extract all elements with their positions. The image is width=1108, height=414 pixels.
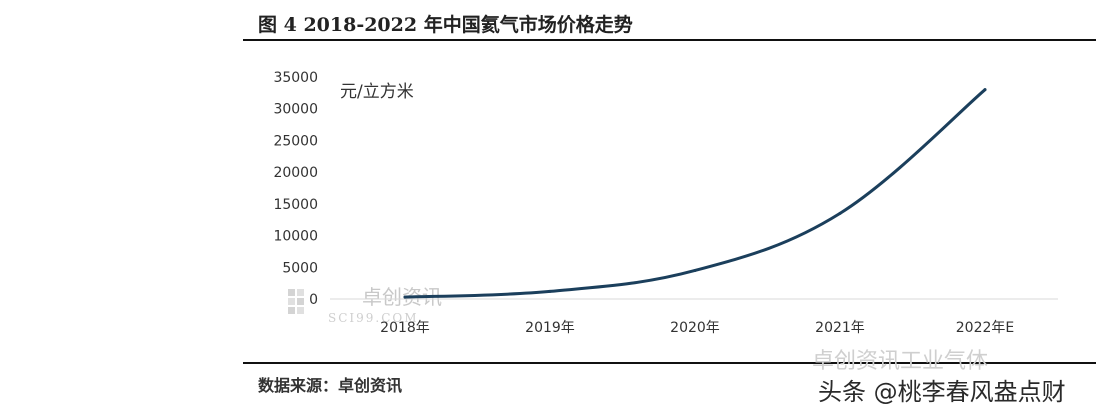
x-tick-label: 2022年E <box>956 320 1014 336</box>
platform-watermark: 头条 @桃李春风盎点财 <box>818 378 1066 406</box>
title-rule <box>243 39 1096 41</box>
x-tick-label: 2018年 <box>380 320 430 336</box>
y-tick-label: 15000 <box>273 197 318 213</box>
y-unit-label: 元/立方米 <box>340 82 414 102</box>
data-point <box>403 295 407 299</box>
logo-square <box>288 307 295 314</box>
data-point <box>838 211 842 215</box>
x-axis-ticks: 2018年 2019年 2020年 2021年 2022年E <box>380 320 1014 336</box>
figure-title: 图 4 2018-2022 年中国氦气市场价格走势 <box>258 14 633 36</box>
x-tick-label: 2021年 <box>815 320 865 336</box>
logo-square <box>297 298 304 305</box>
logo-square <box>288 289 295 296</box>
source-note: 数据来源：卓创资讯 <box>258 376 403 395</box>
series-line <box>403 88 987 299</box>
y-tick-label: 20000 <box>273 165 318 181</box>
y-axis-ticks: 35000 30000 25000 20000 15000 10000 5000 0 <box>273 70 318 308</box>
data-point <box>548 289 552 293</box>
x-tick-label: 2020年 <box>670 320 720 336</box>
source-rule <box>243 362 1096 364</box>
logo-square <box>288 298 295 305</box>
y-tick-label: 5000 <box>282 260 318 276</box>
y-tick-label: 25000 <box>273 133 318 149</box>
chart-watermark-subtext: SCI99.COM <box>328 311 419 325</box>
y-tick-label: 30000 <box>273 102 318 118</box>
logo-square <box>297 307 304 314</box>
data-point <box>693 268 697 272</box>
y-tick-label: 10000 <box>273 229 318 245</box>
x-tick-label: 2019年 <box>525 320 575 336</box>
data-point <box>983 88 987 92</box>
y-tick-label: 0 <box>309 292 318 308</box>
series-points <box>403 88 987 299</box>
wechat-watermark: 卓创资讯工业气体 <box>812 349 989 374</box>
logo-square <box>297 289 304 296</box>
y-tick-label: 35000 <box>273 70 318 86</box>
